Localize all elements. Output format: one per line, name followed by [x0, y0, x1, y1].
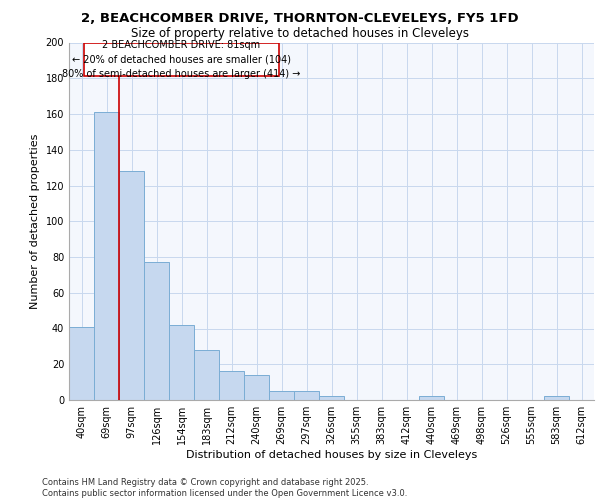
Bar — [119, 171, 144, 400]
Text: 2 BEACHCOMBER DRIVE: 81sqm
← 20% of detached houses are smaller (104)
80% of sem: 2 BEACHCOMBER DRIVE: 81sqm ← 20% of deta… — [62, 40, 300, 80]
Bar — [544, 396, 569, 400]
Y-axis label: Number of detached properties: Number of detached properties — [30, 134, 40, 309]
Text: 2, BEACHCOMBER DRIVE, THORNTON-CLEVELEYS, FY5 1FD: 2, BEACHCOMBER DRIVE, THORNTON-CLEVELEYS… — [81, 12, 519, 26]
Bar — [194, 350, 219, 400]
Bar — [319, 396, 344, 400]
Text: Contains HM Land Registry data © Crown copyright and database right 2025.
Contai: Contains HM Land Registry data © Crown c… — [42, 478, 407, 498]
Bar — [69, 326, 94, 400]
Bar — [94, 112, 119, 400]
X-axis label: Distribution of detached houses by size in Cleveleys: Distribution of detached houses by size … — [186, 450, 477, 460]
Text: Size of property relative to detached houses in Cleveleys: Size of property relative to detached ho… — [131, 28, 469, 40]
FancyBboxPatch shape — [83, 42, 278, 76]
Bar — [144, 262, 169, 400]
Bar — [169, 325, 194, 400]
Bar — [269, 391, 294, 400]
Bar — [219, 372, 244, 400]
Bar — [294, 391, 319, 400]
Bar — [419, 396, 444, 400]
Bar — [244, 375, 269, 400]
